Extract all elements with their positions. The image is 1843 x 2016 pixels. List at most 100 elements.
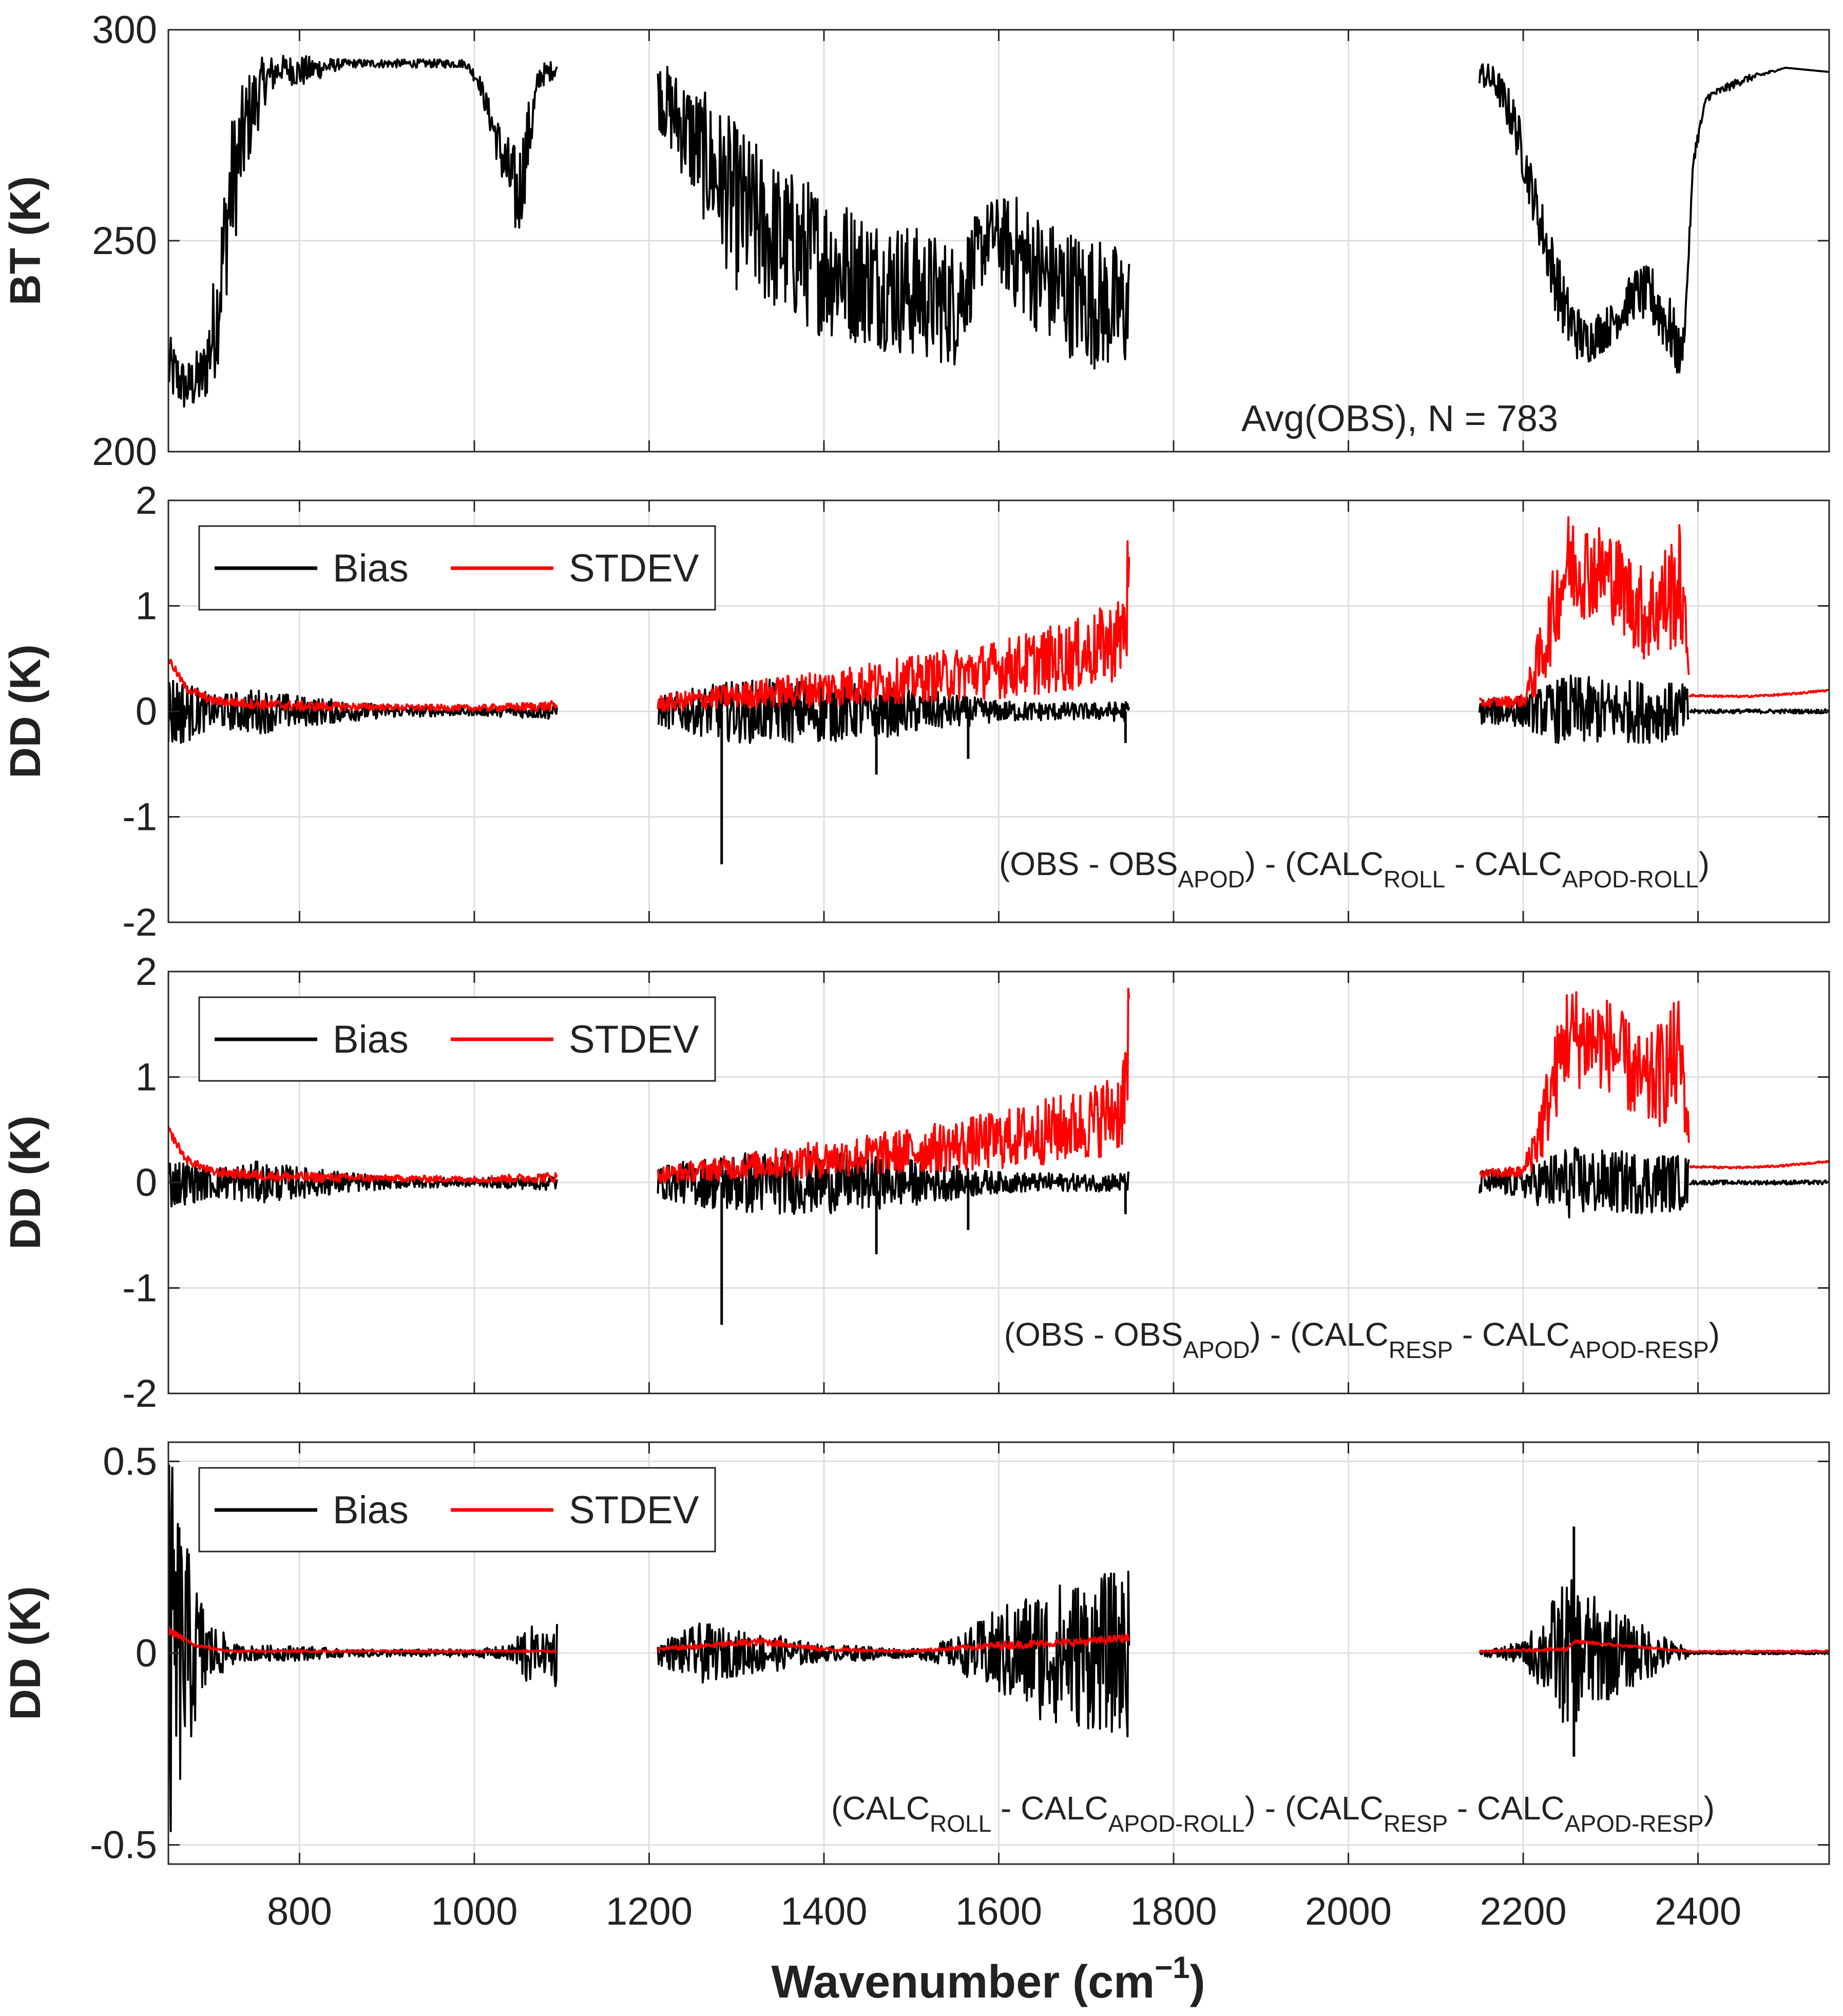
panel-3: -2 -1 0 1 2 DD (K) Bias STDEV (OBS - OBSAPOD) - … — [1, 950, 1830, 1416]
legend: Bias STDEV — [198, 996, 716, 1082]
bias-series-segment-2 — [657, 1150, 1130, 1215]
annotation-text: - CALC — [1445, 845, 1562, 882]
x-tick-label: 1600 — [955, 1890, 1042, 1933]
annotation-text: (OBS - OBS — [1004, 1316, 1183, 1353]
bias-series-segment-4 — [1688, 1179, 1829, 1186]
annotation-subscript: ROLL — [1384, 866, 1445, 893]
annotation-text: - CALC — [1448, 1790, 1565, 1827]
y-tick-label: 0.5 — [103, 1440, 157, 1483]
y-axis-label: DD (K) — [1, 1115, 49, 1249]
bias-series-segment-3 — [1479, 1579, 1690, 1723]
y-tick-label: 0 — [136, 1632, 157, 1675]
legend-label-stdev: STDEV — [569, 547, 699, 590]
y-tick-label: 300 — [92, 8, 157, 52]
annotation-text: - CALC — [1453, 1316, 1570, 1353]
stdev-series-segment-2 — [657, 987, 1130, 1185]
annotation-subscript: APOD-ROLL — [1108, 1810, 1245, 1837]
x-axis-label-close: ) — [1190, 1956, 1205, 2008]
stdev-series-segment-4 — [1688, 1649, 1829, 1653]
legend-label-bias: Bias — [333, 1488, 409, 1532]
x-tick-label: 800 — [267, 1890, 332, 1933]
annotation-text: ) — [1709, 1316, 1720, 1353]
y-tick-label: -1 — [122, 796, 157, 839]
stdev-series-segment-3 — [1479, 1639, 1690, 1653]
stdev-series-segment-4 — [1688, 689, 1829, 699]
bias-series-segment-3 — [1478, 1147, 1690, 1219]
x-tick-label: 2400 — [1655, 1890, 1741, 1933]
y-tick-label: 0 — [136, 1161, 157, 1205]
y-axis-label: DD (K) — [1, 1586, 49, 1720]
x-tick-label: 1200 — [606, 1890, 693, 1933]
annotation-text: Avg(OBS), N = 783 — [1241, 398, 1558, 439]
legend-label-bias: Bias — [333, 1018, 409, 1061]
annotation-subscript: ROLL — [930, 1810, 991, 1837]
bias-series-segment-4 — [1688, 1651, 1829, 1656]
legend: Bias STDEV — [198, 525, 716, 611]
annotation-subscript: APOD-RESP — [1565, 1810, 1704, 1837]
stdev-series-segment-1 — [168, 1626, 558, 1654]
stdev-series-segment-2 — [657, 1633, 1130, 1654]
x-tick-labels: 800 1000 1200 1400 1600 1800 2000 2200 2400 — [267, 1890, 1741, 1933]
bias-series-segment-2 — [657, 1571, 1130, 1738]
panel-2: -2 -1 0 1 2 DD (K) Bias STDEV (OBS - OBSAPOD) - … — [1, 479, 1830, 944]
annotation-subscript: APOD — [1183, 1336, 1250, 1363]
x-axis-label: Wavenumber (cm−1) — [771, 1950, 1205, 2008]
x-axis-label-text: Wavenumber (cm — [771, 1956, 1155, 2008]
stdev-series-segment-3 — [1479, 516, 1690, 708]
series-group — [168, 987, 1829, 1325]
bias-series-segment-4 — [1689, 708, 1829, 715]
x-tick-label: 1800 — [1130, 1890, 1217, 1933]
panel-annotation: (OBS - OBSAPOD) - (CALCROLL - CALCAPOD-R… — [999, 845, 1710, 893]
stdev-series-segment-2 — [657, 540, 1130, 712]
panel-annotation: (OBS - OBSAPOD) - (CALCRESP - CALCAPOD-R… — [1004, 1316, 1720, 1363]
annotation-text: (OBS - OBS — [999, 845, 1178, 882]
annotation-text: ) - (CALC — [1250, 1316, 1389, 1353]
x-tick-label: 2000 — [1305, 1890, 1392, 1933]
series-group — [168, 516, 1829, 864]
annotation-subscript: APOD-RESP — [1570, 1336, 1709, 1363]
panel-annotation: (CALCROLL - CALCAPOD-ROLL) - (CALCRESP -… — [831, 1790, 1715, 1837]
annotation-text: (CALC — [831, 1790, 930, 1827]
legend-label-stdev: STDEV — [569, 1488, 699, 1532]
bias-series-segment-3 — [1478, 674, 1690, 744]
x-tick-label: 2200 — [1480, 1890, 1567, 1933]
y-tick-label: 200 — [92, 430, 157, 474]
legend-label-bias: Bias — [333, 547, 409, 590]
annotation-text: - CALC — [991, 1790, 1108, 1827]
annotation-text: ) - (CALC — [1245, 845, 1384, 882]
stdev-series-segment-4 — [1688, 1160, 1829, 1170]
stdev-series-segment-1 — [168, 658, 558, 712]
y-tick-label: 250 — [92, 219, 157, 263]
y-tick-label: 2 — [136, 479, 157, 522]
y-tick-label: -2 — [122, 1372, 157, 1416]
y-tick-label: 0 — [136, 690, 157, 733]
legend: Bias STDEV — [198, 1467, 716, 1553]
panel-annotation: Avg(OBS), N = 783 — [1241, 398, 1558, 439]
x-axis-label-superscript: −1 — [1155, 1950, 1189, 1985]
y-tick-label: -2 — [122, 901, 157, 944]
y-tick-label: -1 — [122, 1267, 157, 1310]
y-tick-label: -0.5 — [90, 1824, 157, 1867]
annotation-text: ) - (CALC — [1245, 1790, 1384, 1827]
legend-label-stdev: STDEV — [569, 1018, 699, 1061]
y-tick-label: 2 — [136, 950, 157, 994]
panel-1: 200 250 300 BT (K) Avg(OBS), N = 783 — [1, 8, 1830, 474]
annotation-subscript: APOD — [1178, 866, 1244, 893]
x-tick-label: 1400 — [780, 1890, 867, 1933]
x-tick-label: 1000 — [431, 1890, 517, 1933]
bt-series-segment-2 — [657, 66, 1130, 370]
stdev-series-segment-1 — [168, 1126, 558, 1184]
y-tick-label: 1 — [136, 585, 157, 628]
annotation-subscript: RESP — [1389, 1336, 1453, 1363]
y-axis-label: DD (K) — [1, 644, 49, 778]
annotation-subscript: RESP — [1384, 1810, 1448, 1837]
series-group — [168, 54, 1829, 408]
stdev-series-segment-3 — [1479, 991, 1690, 1179]
y-axis-label: BT (K) — [1, 176, 49, 305]
y-tick-label: 1 — [136, 1056, 157, 1099]
annotation-text: ) — [1699, 845, 1710, 882]
bt-series-segment-1 — [168, 54, 558, 408]
panel-4: -0.500.5DD (K)Bias STDEV(CALCROLL - CALCA… — [1, 1440, 1830, 1867]
